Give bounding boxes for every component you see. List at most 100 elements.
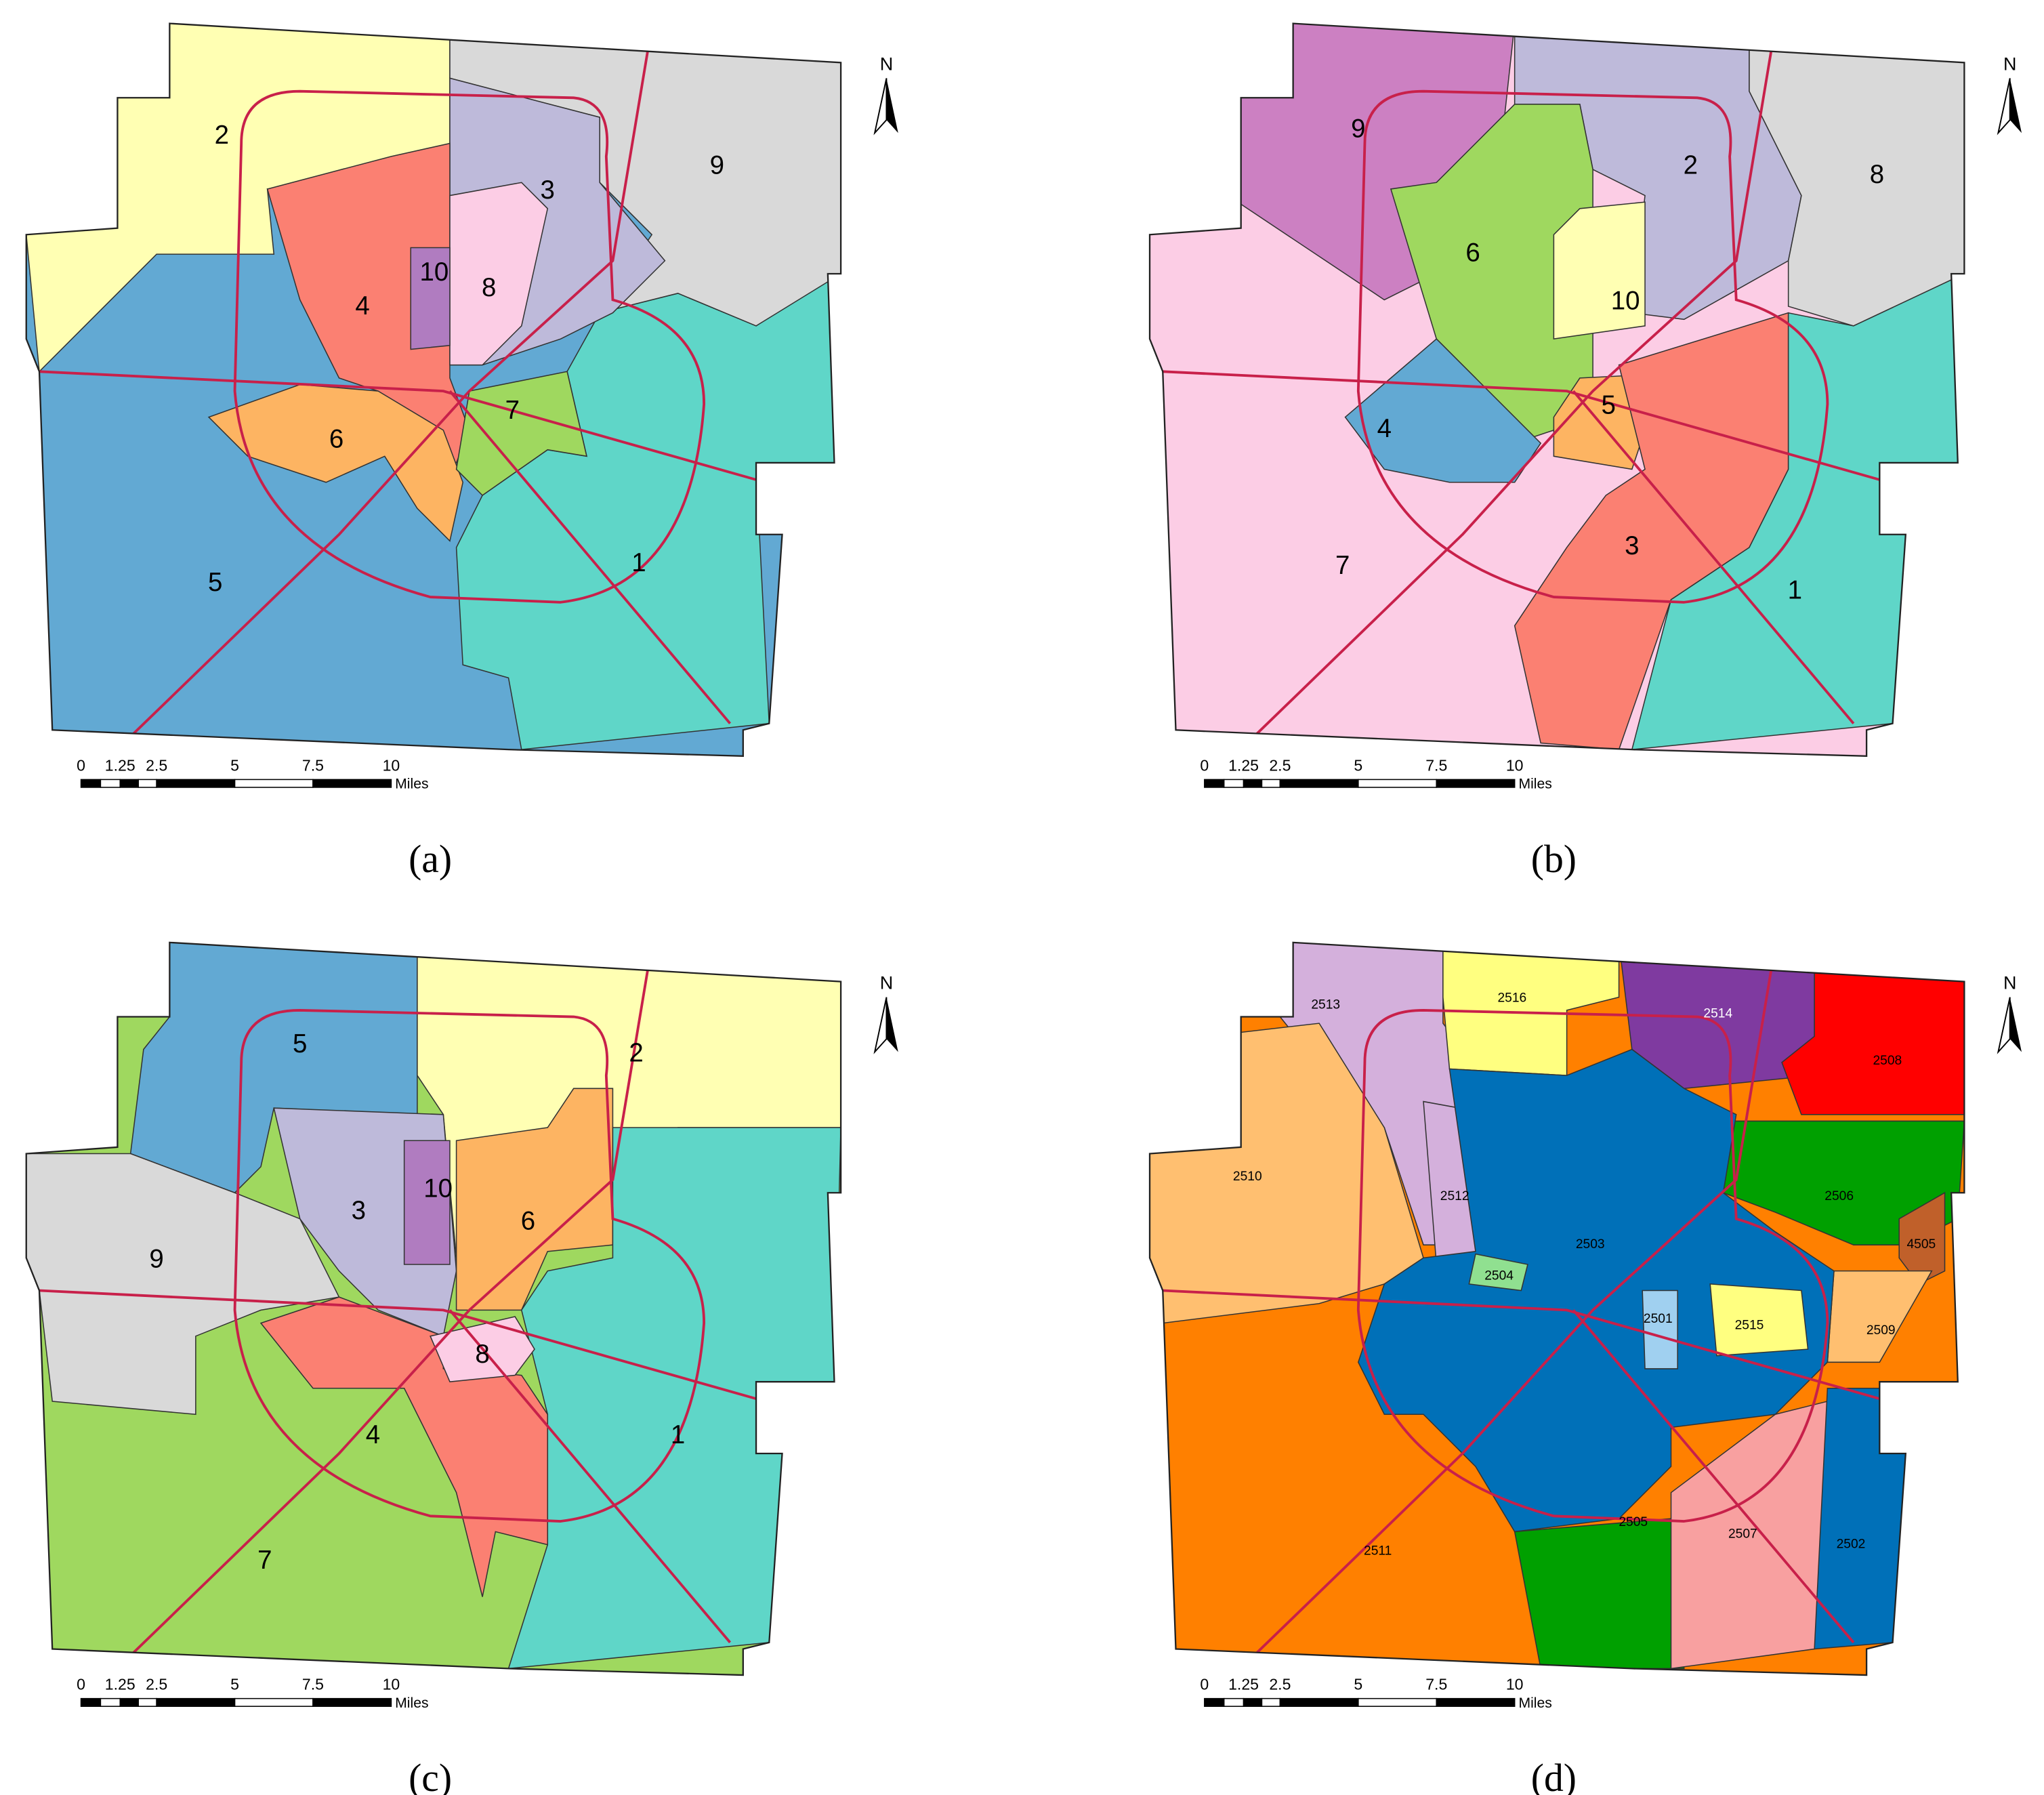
scale-label: 5 — [1354, 1675, 1362, 1693]
scale-segment — [312, 1697, 392, 1707]
region-label: 8 — [1870, 160, 1884, 189]
north-arrow — [1997, 78, 2011, 136]
north-label: N — [880, 973, 893, 993]
scale-unit: Miles — [395, 777, 428, 792]
scale-unit: Miles — [1518, 1695, 1551, 1711]
region-label: 9 — [1351, 115, 1365, 144]
north-arrow — [1997, 997, 2011, 1054]
region-label: 10 — [419, 257, 449, 287]
scale-segment — [100, 779, 121, 788]
scale-segment — [1243, 779, 1263, 788]
scale-segment — [1436, 779, 1516, 788]
region-label: 3 — [1625, 531, 1639, 560]
region-label: 4 — [1377, 414, 1392, 443]
regions — [26, 23, 841, 756]
map-panel: 2511 2513 2516 2514 2508 2506 4505 2509 2510 2512… — [1148, 941, 2022, 1795]
highway — [39, 945, 757, 1657]
scale-unit: Miles — [395, 1695, 428, 1711]
scale-segment — [234, 779, 314, 788]
scale-segment — [1223, 779, 1245, 788]
scale-label: 7.5 — [1425, 756, 1447, 774]
panel-caption: (c) — [409, 1757, 452, 1795]
panel-caption: (a) — [409, 838, 452, 881]
region-label: 10 — [423, 1174, 453, 1203]
scale-segment — [1358, 779, 1438, 788]
scale-label: 5 — [230, 1675, 239, 1693]
region-label: 2501 — [1644, 1312, 1673, 1326]
scale-segment — [234, 1697, 314, 1707]
regions — [1150, 23, 1965, 756]
scale-label: 10 — [383, 1675, 400, 1693]
region-label: 2510 — [1233, 1170, 1262, 1184]
region — [1357, 1048, 1835, 1533]
region — [266, 142, 470, 463]
region — [1722, 1120, 1965, 1245]
north-arrow — [886, 78, 898, 133]
region — [410, 247, 451, 350]
region-label: 5 — [1601, 390, 1615, 419]
region-label: 3 — [352, 1196, 366, 1225]
region — [1781, 951, 1965, 1115]
region-label: 9 — [149, 1244, 163, 1273]
scale-label: 7.5 — [302, 756, 324, 774]
scale-label: 7.5 — [1425, 1675, 1447, 1693]
highway — [39, 26, 757, 738]
scale-segment — [1358, 1697, 1438, 1707]
region — [403, 1140, 451, 1265]
scale-segment — [1223, 1697, 1245, 1707]
region-label: 4 — [366, 1420, 380, 1449]
region — [1749, 38, 1965, 327]
region-label: 2 — [1684, 150, 1698, 180]
region-label: 2 — [629, 1038, 643, 1067]
scale-segment — [138, 779, 157, 788]
scale-label: 10 — [383, 756, 400, 774]
region-label: 2513 — [1311, 997, 1340, 1012]
region — [1898, 1191, 1946, 1285]
region — [1553, 201, 1646, 340]
scale-unit: Miles — [1518, 777, 1551, 792]
region — [1468, 1253, 1528, 1292]
region-label: 2509 — [1866, 1323, 1896, 1338]
scale-label: 2.5 — [1269, 756, 1291, 774]
scale-segment — [80, 779, 102, 788]
region-label: 7 — [257, 1546, 272, 1575]
region — [449, 182, 549, 366]
scale-label: 5 — [230, 756, 239, 774]
region-label: 2502 — [1837, 1538, 1866, 1552]
panel-caption: (b) — [1531, 838, 1577, 881]
scale-label: 1.25 — [1228, 1675, 1259, 1693]
scale-segment — [1261, 779, 1281, 788]
region-label: 8 — [475, 1340, 489, 1369]
scale-segment — [100, 1697, 121, 1707]
map-panel: 7 9 2 8 6 10 5 4 3 1 N 0 1.25 2.5 5 7.5 10 Miles (b) — [1148, 22, 2022, 881]
region-label: 2516 — [1497, 991, 1526, 1006]
region-label: 8 — [482, 273, 496, 302]
highway — [1163, 26, 1880, 738]
region-label: 2514 — [1703, 1007, 1732, 1021]
scale-label: 2.5 — [146, 756, 167, 774]
scale-label: 0 — [77, 756, 85, 774]
scale-segment — [1261, 1697, 1281, 1707]
north-arrow — [2009, 78, 2022, 133]
region-label: 2515 — [1735, 1319, 1764, 1333]
region — [1814, 1388, 1906, 1650]
scale-segment — [80, 1697, 102, 1707]
scale-segment — [156, 779, 236, 788]
scale-segment — [1279, 1697, 1359, 1707]
scale-label: 7.5 — [302, 1675, 324, 1693]
region-label: 2503 — [1576, 1237, 1605, 1252]
region — [207, 384, 464, 542]
county-outline — [25, 941, 842, 1676]
region — [1642, 1289, 1678, 1369]
north-arrow — [886, 997, 898, 1052]
county-outline — [1148, 941, 1965, 1676]
scale-label: 0 — [1200, 756, 1209, 774]
scale-label: 10 — [1506, 1675, 1524, 1693]
region-label: 2506 — [1824, 1189, 1854, 1203]
region — [1709, 1283, 1809, 1357]
region-label: 2507 — [1728, 1527, 1757, 1541]
north-arrow — [873, 78, 888, 136]
map-panel: 5 1 2 9 3 4 6 7 8 10 N 0 1.25 2.5 5 7.5 10 Miles (a) — [25, 22, 898, 881]
scale-label: 2.5 — [1269, 1675, 1291, 1693]
north-label: N — [2003, 54, 2016, 74]
